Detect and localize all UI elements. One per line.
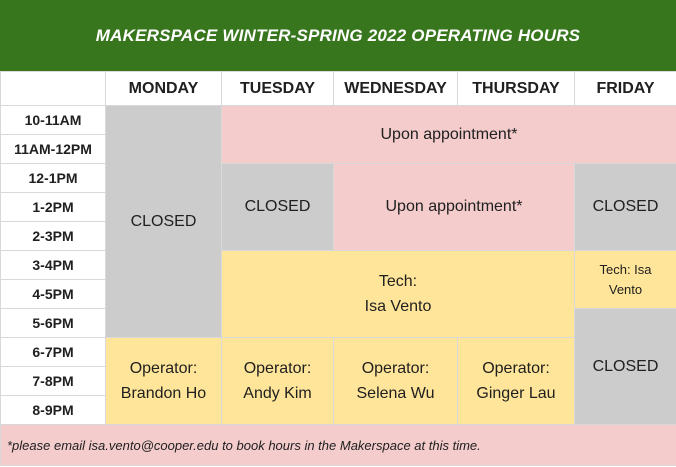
friday-tech-role: Tech: Isa (599, 261, 652, 277)
time-label: 6-7PM (0, 337, 106, 367)
time-row: 8-9PM (0, 395, 676, 425)
time-label: 7-8PM (0, 366, 106, 396)
time-row: 11AM-12PM (0, 134, 676, 164)
morning-appointment-cell: Upon appointment* (221, 105, 676, 164)
day-header-thursday: THURSDAY (457, 71, 575, 106)
monday-closed-cell: CLOSED (105, 105, 222, 338)
footnote-text: *please email isa.vento@cooper.edu to bo… (0, 424, 676, 466)
time-row: 4-5PM (0, 279, 676, 309)
time-label: 5-6PM (0, 308, 106, 338)
time-row: 6-7PM Operator: Brandon Ho Operator: And… (0, 337, 676, 425)
day-header-row: MONDAY TUESDAY WEDNESDAY THURSDAY FRIDAY (0, 71, 676, 106)
friday-tech-cell: Tech: Isa Vento (574, 250, 676, 309)
time-label: 1-2PM (0, 192, 106, 222)
time-row: 12-1PM CLOSED Upon appointment* CLOSED (0, 163, 676, 251)
time-row: 10-11AM CLOSED Upon appointment* (0, 105, 676, 338)
footnote-row: *please email isa.vento@cooper.edu to bo… (0, 424, 676, 466)
time-label: 4-5PM (0, 279, 106, 309)
operator-role: Operator: (243, 360, 312, 377)
schedule-title: MAKERSPACE WINTER-SPRING 2022 OPERATING … (0, 0, 676, 71)
operator-name: Andy Kim (243, 385, 312, 402)
operator-role: Operator: (482, 360, 550, 377)
day-header-wednesday: WEDNESDAY (333, 71, 458, 106)
operator-name: Selena Wu (356, 385, 435, 402)
operator-role: Operator: (361, 360, 430, 377)
tech-name: Isa Vento (364, 298, 432, 315)
time-label: 8-9PM (0, 395, 106, 425)
operator-name: Ginger Lau (476, 385, 556, 402)
operator-role: Operator: (129, 360, 198, 377)
day-header-friday: FRIDAY (574, 71, 676, 106)
hours-table: MONDAY TUESDAY WEDNESDAY THURSDAY FRIDAY… (0, 71, 676, 466)
day-header-tuesday: TUESDAY (221, 71, 334, 106)
operator-name: Brandon Ho (120, 385, 207, 402)
midday-appointment-cell: Upon appointment* (333, 163, 575, 251)
time-label: 11AM-12PM (0, 134, 106, 164)
time-label: 3-4PM (0, 250, 106, 280)
operator-monday-cell: Operator: Brandon Ho (105, 337, 222, 425)
tech-role: Tech: (378, 273, 418, 290)
time-label: 12-1PM (0, 163, 106, 193)
operator-thursday-cell: Operator: Ginger Lau (457, 337, 575, 425)
time-label: 2-3PM (0, 221, 106, 251)
friday-midday-closed-cell: CLOSED (574, 163, 676, 251)
operator-wednesday-cell: Operator: Selena Wu (333, 337, 458, 425)
friday-evening-closed-cell: CLOSED (574, 308, 676, 425)
tuesday-closed-cell: CLOSED (221, 163, 334, 251)
day-header-monday: MONDAY (105, 71, 222, 106)
tech-shift-cell: Tech: Isa Vento (221, 250, 575, 338)
time-row: 5-6PM CLOSED (0, 308, 676, 425)
time-row: 3-4PM Tech: Isa Vento Tech: Isa Vento (0, 250, 676, 338)
friday-tech-name: Vento (608, 281, 643, 297)
operator-tuesday-cell: Operator: Andy Kim (221, 337, 334, 425)
time-label: 10-11AM (0, 105, 106, 135)
time-row: 1-2PM (0, 192, 676, 222)
corner-cell (0, 71, 106, 106)
